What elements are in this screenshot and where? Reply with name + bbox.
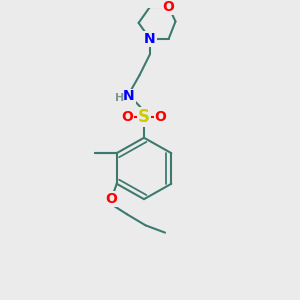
Text: O: O	[163, 0, 175, 14]
Text: N: N	[144, 32, 156, 46]
Text: O: O	[154, 110, 166, 124]
Text: N: N	[144, 32, 156, 46]
Text: S: S	[138, 108, 150, 126]
Text: N: N	[123, 89, 135, 103]
Text: H: H	[115, 93, 124, 103]
Text: O: O	[105, 192, 117, 206]
Text: O: O	[122, 110, 134, 124]
